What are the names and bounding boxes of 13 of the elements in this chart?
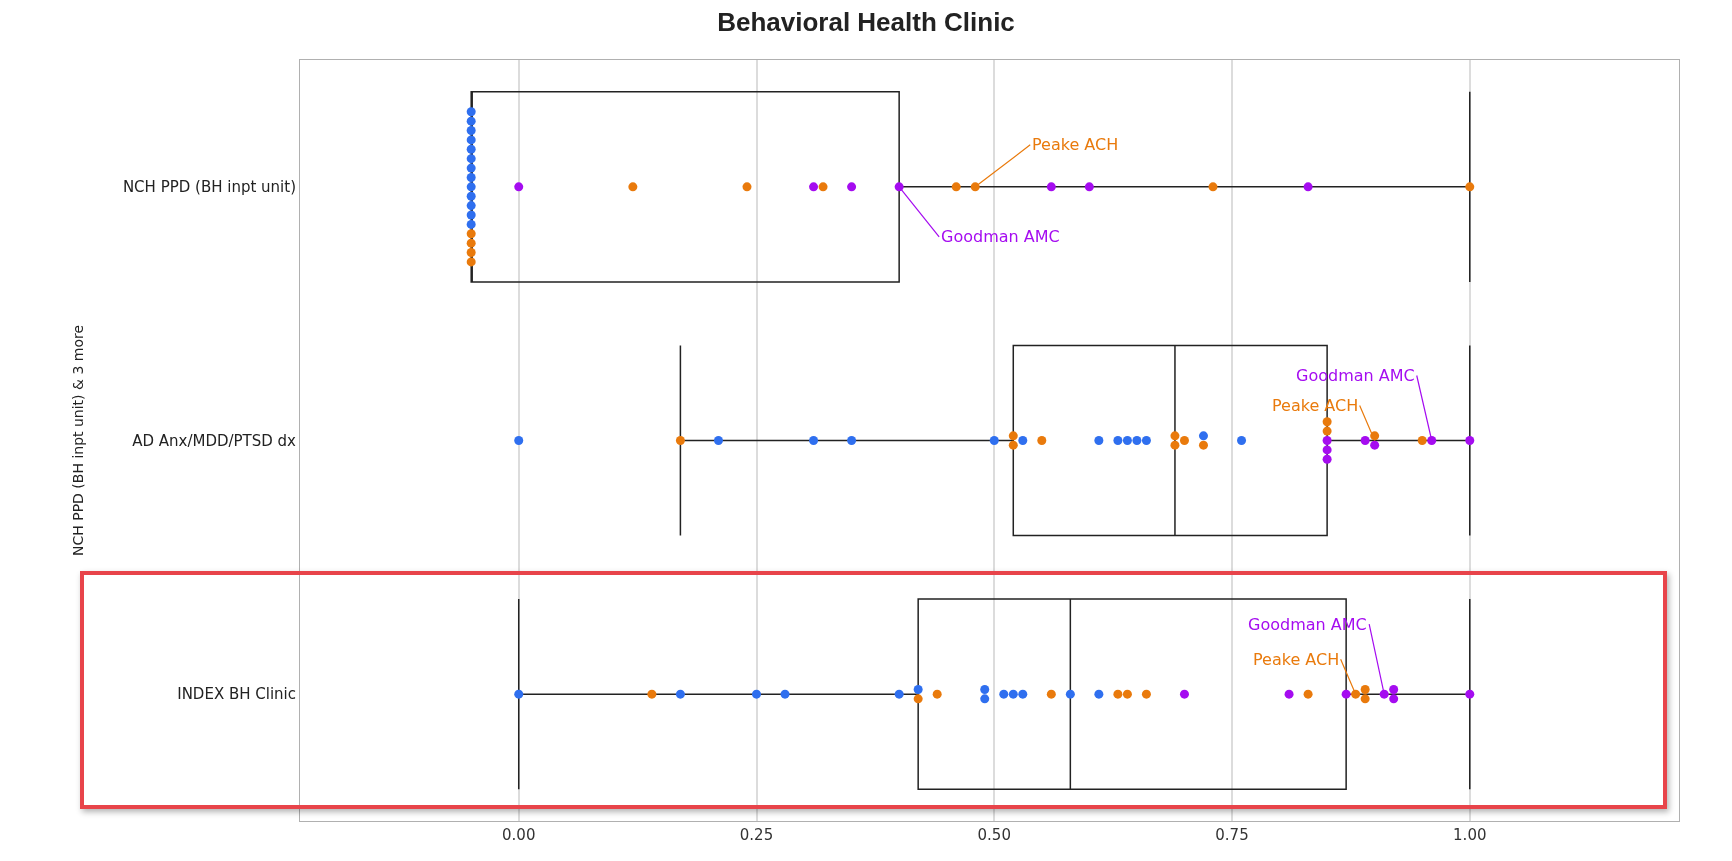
annotation: Goodman AMC [941, 227, 1060, 246]
chart-title: Behavioral Health Clinic [717, 7, 1015, 38]
x-tick-label: 0.00 [502, 826, 536, 844]
y-tick-label: INDEX BH Clinic [177, 685, 296, 704]
y-axis-title: NCH PPD (BH inpt unit) & 3 more [70, 325, 87, 556]
x-tick-label: 0.75 [1215, 826, 1249, 844]
y-tick-label: AD Anx/MDD/PTSD dx [132, 431, 297, 450]
x-tick-label: 1.00 [1453, 826, 1487, 844]
x-tick-label: 0.50 [977, 826, 1011, 844]
annotation: Peake ACH [1032, 135, 1119, 154]
y-tick-label: NCH PPD (BH inpt unit) [122, 178, 296, 197]
x-tick-label: 0.25 [739, 826, 774, 844]
annotation: Peake ACH [1253, 650, 1340, 669]
